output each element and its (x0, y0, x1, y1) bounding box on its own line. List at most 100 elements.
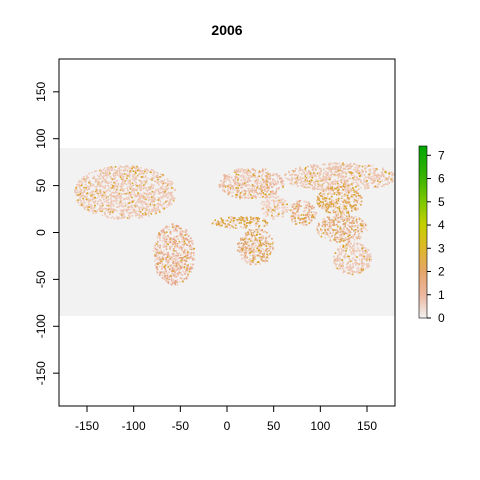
legend-tick-label: 2 (438, 265, 445, 279)
raster-cell (343, 186, 346, 188)
raster-cell (342, 271, 345, 274)
raster-cell (165, 225, 168, 228)
raster-cell (353, 163, 355, 165)
raster-cell (343, 206, 345, 208)
raster-cell (191, 267, 193, 269)
raster-cell (324, 204, 327, 207)
raster-cell (361, 169, 363, 171)
raster-cell (117, 217, 119, 220)
raster-cell (156, 243, 158, 245)
raster-cell (168, 192, 170, 194)
raster-cell (119, 212, 121, 215)
raster-cell (84, 196, 86, 198)
raster-cell (159, 199, 161, 201)
raster-cell (322, 196, 325, 199)
raster-cell (149, 198, 152, 200)
region-south-america (152, 223, 196, 286)
raster-cell (148, 188, 150, 191)
raster-cell (160, 232, 163, 234)
raster-cell (341, 195, 344, 198)
raster-cell (93, 198, 95, 200)
raster-cell (341, 170, 344, 172)
raster-cell (258, 192, 261, 195)
raster-cell (379, 174, 381, 177)
raster-cell (77, 181, 80, 183)
raster-cell (357, 194, 359, 197)
raster-cell (138, 210, 140, 213)
raster-cell (363, 179, 365, 181)
raster-cell (359, 171, 362, 173)
raster-cell (292, 217, 294, 219)
raster-cell (264, 168, 267, 171)
raster-cell (352, 172, 355, 175)
raster-cell (364, 224, 367, 227)
raster-cell (266, 250, 268, 253)
raster-cell (139, 215, 141, 217)
raster-cell (169, 200, 171, 203)
raster-cell (269, 183, 271, 186)
raster-cell (138, 198, 140, 200)
raster-cell (303, 217, 306, 220)
raster-cell (355, 220, 357, 222)
raster-cell (300, 214, 303, 216)
raster-cell (232, 191, 234, 194)
raster-cell (178, 233, 181, 236)
raster-cell (263, 218, 265, 221)
raster-cell (128, 172, 131, 174)
raster-cell (359, 271, 361, 274)
raster-cell (99, 169, 102, 171)
raster-cell (129, 181, 132, 183)
raster-cell (111, 179, 114, 181)
raster-cell (271, 245, 274, 247)
raster-cell (311, 179, 313, 182)
raster-cell (166, 178, 169, 180)
raster-cell (120, 182, 123, 185)
raster-cell (141, 216, 144, 219)
raster-cell (305, 216, 307, 219)
raster-cell (76, 191, 79, 194)
raster-cell (292, 212, 295, 214)
raster-cell (244, 246, 246, 248)
raster-cell (137, 174, 140, 177)
raster-cell (317, 180, 319, 183)
raster-cell (237, 174, 240, 176)
raster-cell (131, 215, 134, 217)
raster-cell (86, 175, 88, 177)
raster-cell (387, 178, 389, 180)
raster-cell (345, 215, 348, 218)
raster-cell (88, 188, 91, 190)
raster-cell (360, 224, 363, 227)
raster-cell (289, 182, 292, 185)
raster-cell (341, 218, 343, 220)
raster-cell (111, 208, 114, 211)
raster-cell (221, 224, 223, 227)
raster-cell (96, 189, 99, 192)
raster-cell (254, 181, 257, 184)
raster-cell (322, 225, 325, 227)
raster-cell (258, 233, 261, 235)
raster-cell (322, 182, 324, 185)
raster-cell (132, 193, 135, 196)
raster-cell (334, 216, 337, 219)
raster-cell (319, 200, 322, 203)
raster-cell (291, 218, 293, 221)
raster-cell (314, 187, 317, 190)
raster-cell (362, 258, 365, 260)
raster-cell (381, 171, 384, 174)
raster-cell (168, 204, 170, 207)
raster-cell (327, 185, 329, 187)
raster-cell (255, 217, 258, 219)
raster-cell (336, 191, 338, 193)
raster-cell (234, 176, 237, 178)
raster-cell (362, 224, 364, 227)
raster-cell (275, 182, 277, 185)
raster-cell (310, 176, 313, 178)
raster-cell (142, 202, 145, 204)
raster-cell (138, 195, 140, 197)
raster-cell (120, 169, 123, 172)
raster-cell (222, 222, 225, 224)
raster-cell (170, 269, 172, 272)
raster-cell (126, 177, 128, 179)
raster-cell (165, 186, 168, 188)
raster-cell (142, 213, 144, 215)
